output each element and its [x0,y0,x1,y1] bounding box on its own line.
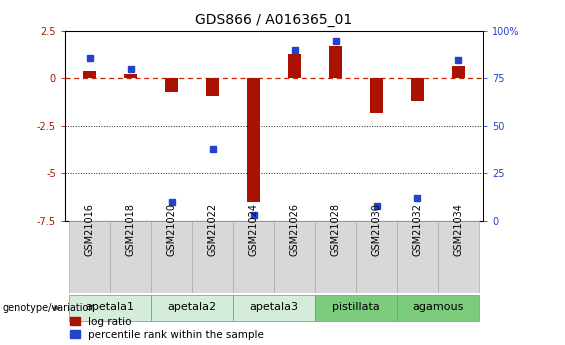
Text: GSM21034: GSM21034 [454,203,463,256]
Bar [83,71,96,79]
Text: agamous: agamous [412,302,464,312]
FancyBboxPatch shape [110,221,151,293]
Text: GSM21018: GSM21018 [125,203,136,256]
FancyBboxPatch shape [315,221,356,293]
Text: GSM21030: GSM21030 [372,203,381,256]
Bar [247,79,260,202]
FancyBboxPatch shape [274,221,315,293]
Text: GSM21026: GSM21026 [289,203,299,256]
Bar [370,79,383,112]
Text: apetala2: apetala2 [167,302,216,312]
Bar [329,46,342,79]
FancyBboxPatch shape [438,221,479,293]
Text: GSM21016: GSM21016 [85,203,94,256]
FancyBboxPatch shape [151,221,192,293]
Bar [411,79,424,101]
FancyBboxPatch shape [192,221,233,293]
Text: GSM21024: GSM21024 [249,203,259,256]
FancyBboxPatch shape [233,221,274,293]
Text: pistillata: pistillata [332,302,380,312]
Text: apetala3: apetala3 [250,302,298,312]
Bar [288,54,301,79]
Text: GSM21022: GSM21022 [207,203,218,256]
Text: GSM21032: GSM21032 [412,203,423,256]
Text: GSM21020: GSM21020 [167,203,176,256]
FancyBboxPatch shape [397,221,438,293]
FancyBboxPatch shape [356,221,397,293]
FancyBboxPatch shape [69,295,151,321]
Title: GDS866 / A016365_01: GDS866 / A016365_01 [195,13,353,27]
FancyBboxPatch shape [151,295,233,321]
Bar [452,66,465,79]
Bar [165,79,178,92]
Bar [124,74,137,79]
FancyBboxPatch shape [233,295,315,321]
Legend: log ratio, percentile rank within the sample: log ratio, percentile rank within the sa… [70,317,264,340]
FancyBboxPatch shape [397,295,479,321]
FancyBboxPatch shape [315,295,397,321]
Bar [206,79,219,96]
Text: genotype/variation: genotype/variation [3,303,95,313]
FancyBboxPatch shape [69,221,110,293]
Text: apetala1: apetala1 [85,302,134,312]
Text: GSM21028: GSM21028 [331,203,341,256]
